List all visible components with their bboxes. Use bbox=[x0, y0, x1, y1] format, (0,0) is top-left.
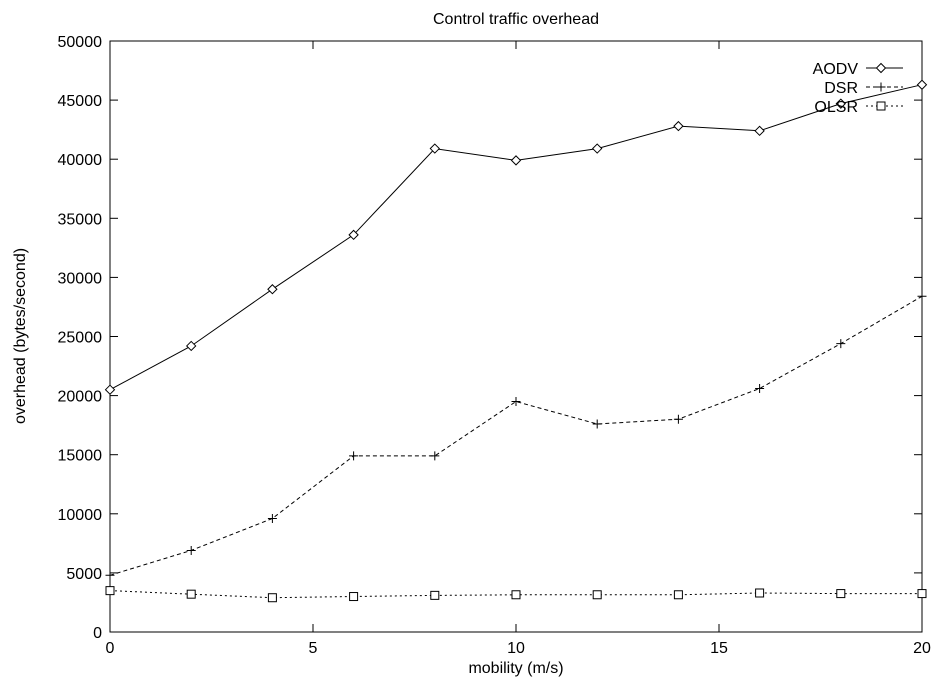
x-axis-label: mobility (m/s) bbox=[468, 660, 563, 677]
point-olsr bbox=[267, 593, 277, 603]
legend-marker-aodv bbox=[875, 62, 887, 74]
y-tick-label: 10000 bbox=[58, 507, 103, 524]
point-dsr bbox=[917, 291, 927, 301]
legend-label-dsr: DSR bbox=[824, 80, 858, 97]
y-tick-label: 15000 bbox=[58, 448, 103, 465]
point-dsr bbox=[430, 451, 440, 461]
point-aodv bbox=[673, 120, 684, 132]
y-tick-label: 20000 bbox=[58, 389, 103, 406]
point-aodv bbox=[348, 229, 359, 241]
chart-title: Control traffic overhead bbox=[433, 11, 599, 28]
point-aodv bbox=[104, 384, 116, 395]
series-layer bbox=[104, 79, 928, 603]
y-tick-label: 30000 bbox=[58, 270, 103, 287]
x-tick-label: 20 bbox=[913, 640, 931, 657]
point-olsr bbox=[917, 589, 927, 599]
series-aodv bbox=[104, 79, 928, 395]
y-tick-label: 25000 bbox=[58, 330, 103, 347]
point-aodv bbox=[429, 143, 441, 154]
x-tick-label: 15 bbox=[710, 640, 728, 657]
legend-marker-dsr bbox=[876, 82, 886, 92]
y-tick-label: 0 bbox=[93, 625, 102, 642]
point-aodv bbox=[916, 79, 928, 90]
point-olsr bbox=[673, 590, 683, 600]
plot-frame bbox=[109, 40, 923, 633]
point-olsr bbox=[511, 590, 521, 600]
point-dsr bbox=[673, 414, 683, 424]
point-aodv bbox=[510, 155, 522, 166]
point-dsr bbox=[349, 451, 359, 461]
point-aodv bbox=[185, 340, 197, 352]
point-aodv bbox=[591, 143, 603, 154]
point-dsr bbox=[186, 545, 196, 555]
legend: AODV DSR OLSR bbox=[813, 61, 903, 116]
y-tick-label: 40000 bbox=[58, 152, 103, 169]
point-olsr bbox=[430, 590, 440, 600]
x-tick-label: 5 bbox=[309, 640, 318, 657]
point-dsr bbox=[267, 514, 277, 524]
point-olsr bbox=[592, 590, 602, 600]
point-olsr bbox=[186, 589, 196, 599]
y-tick-label: 5000 bbox=[66, 566, 102, 583]
series-line-aodv bbox=[109, 84, 923, 391]
series-dsr bbox=[105, 291, 927, 580]
series-line-dsr bbox=[109, 295, 923, 576]
point-olsr bbox=[349, 592, 359, 602]
point-dsr bbox=[755, 384, 765, 394]
point-dsr bbox=[836, 339, 846, 349]
legend-label-olsr: OLSR bbox=[814, 99, 858, 116]
y-tick-label: 35000 bbox=[58, 211, 103, 228]
x-tick-label: 0 bbox=[106, 640, 115, 657]
point-olsr bbox=[755, 588, 765, 598]
point-aodv bbox=[754, 125, 765, 137]
y-tick-label: 45000 bbox=[58, 93, 103, 110]
point-dsr bbox=[105, 570, 115, 580]
x-tick-label: 10 bbox=[507, 640, 525, 657]
y-tick-label: 50000 bbox=[58, 34, 103, 51]
y-axis: 0 5000 10000 15000 20000 25000 30000 35000 40000… bbox=[58, 34, 922, 642]
point-aodv bbox=[267, 284, 278, 295]
series-olsr bbox=[105, 586, 927, 603]
x-axis: 0 5 10 15 20 bbox=[106, 41, 931, 657]
point-olsr bbox=[836, 589, 846, 599]
legend-label-aodv: AODV bbox=[813, 61, 859, 78]
point-dsr bbox=[511, 397, 521, 407]
point-olsr bbox=[105, 586, 115, 596]
legend-marker-olsr bbox=[876, 101, 886, 111]
y-axis-label: overhead (bytes/second) bbox=[12, 248, 29, 424]
point-dsr bbox=[592, 419, 602, 429]
point-aodv bbox=[835, 98, 847, 109]
